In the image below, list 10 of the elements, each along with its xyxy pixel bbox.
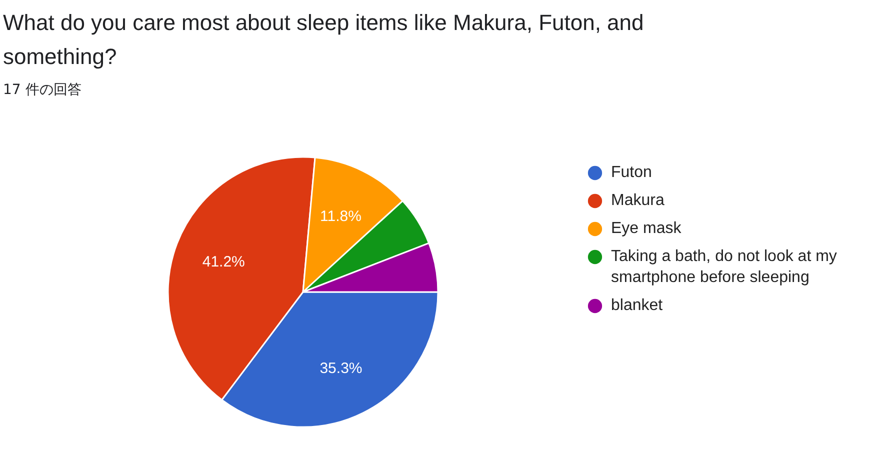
data-label: 41.2% [202,253,245,270]
data-label: 35.3% [320,360,362,378]
legend-label: blanket [611,297,664,314]
text: 17 件の回答 [3,82,82,98]
legend-label: Eye mask [611,220,682,237]
legend-label: Makura [611,192,664,209]
legend-label: Taking a bath, do not look at my smartphone before sleeping [611,248,837,286]
chart-title: What do you care most about sleep items like Makura, Futon, and something? [3,10,644,69]
data-label: 11.8% [320,208,362,225]
legend-label: Futon [611,164,652,181]
